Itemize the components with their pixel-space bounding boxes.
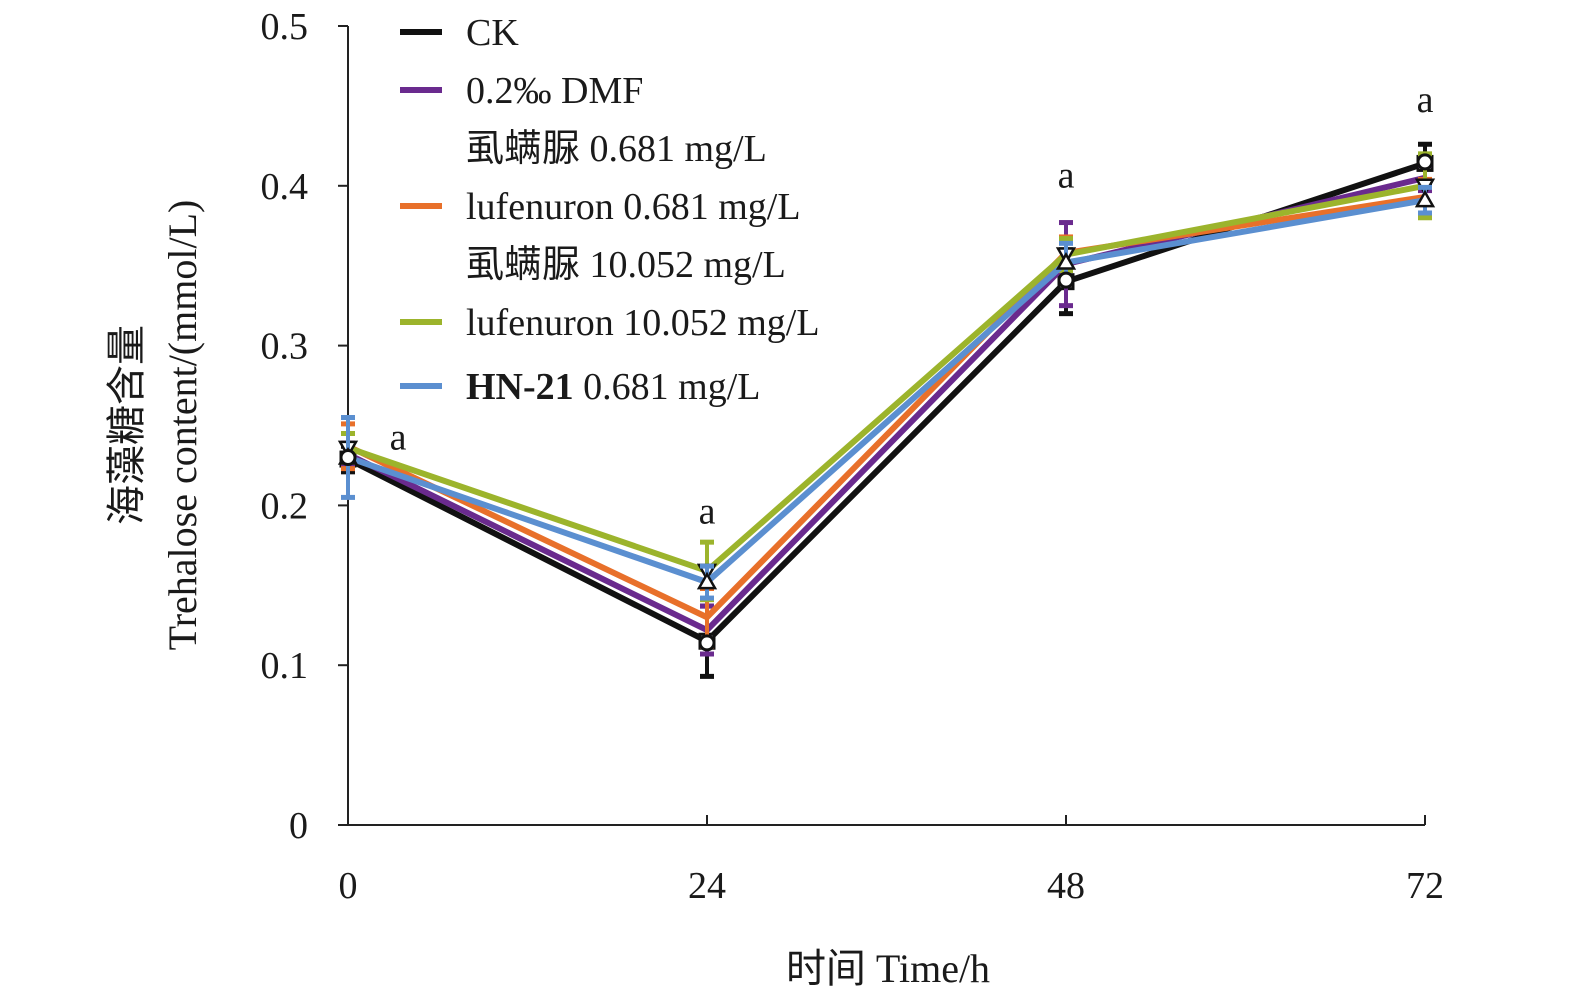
x-tick-label: 72 bbox=[1406, 865, 1444, 907]
y-tick-label: 0 bbox=[289, 805, 308, 847]
significance-label: a bbox=[1417, 79, 1434, 121]
y-axis-title-line2: Trehalose content/(mmol/L) bbox=[160, 200, 205, 651]
data-point bbox=[1059, 273, 1073, 287]
x-axis-title: 时间 Time/h bbox=[786, 946, 990, 991]
data-point bbox=[700, 636, 714, 650]
y-tick-label: 0.3 bbox=[261, 326, 309, 368]
significance-label: a bbox=[699, 490, 716, 532]
x-tick-label: 0 bbox=[339, 865, 358, 907]
legend-label: 虱螨脲 10.052 mg/L bbox=[466, 244, 786, 286]
legend-label: HN-21 0.681 mg/L bbox=[466, 366, 760, 408]
legend: CK 0.2‰ DMF 虱螨脲 0.681 mg/L lufenuron 0.681 … bbox=[400, 12, 820, 408]
y-axis-title-line1: 海藻糖含量 bbox=[104, 325, 149, 525]
legend-label: lufenuron 10.052 mg/L bbox=[466, 302, 820, 344]
x-ticks: 0 24 48 72 bbox=[339, 815, 1445, 907]
y-tick-label: 0.1 bbox=[261, 645, 309, 687]
y-tick-label: 0.5 bbox=[261, 6, 309, 48]
legend-label: 0.2‰ DMF bbox=[466, 70, 643, 112]
y-tick-label: 0.2 bbox=[261, 485, 309, 527]
legend-label: 虱螨脲 0.681 mg/L bbox=[466, 128, 767, 170]
y-ticks: 0 0.1 0.2 0.3 0.4 0.5 bbox=[261, 6, 349, 847]
legend-label: lufenuron 0.681 mg/L bbox=[466, 186, 801, 228]
significance-label: a bbox=[390, 416, 407, 458]
data-point bbox=[1418, 155, 1432, 169]
x-tick-label: 48 bbox=[1047, 865, 1085, 907]
data-point bbox=[341, 450, 355, 464]
legend-label: CK bbox=[466, 12, 519, 54]
significance-label: a bbox=[1058, 155, 1075, 197]
y-tick-label: 0.4 bbox=[261, 166, 309, 208]
trehalose-chart: 0 0.1 0.2 0.3 0.4 0.5 0 24 48 72 a a a a CK 0.2‰ DMF… bbox=[0, 0, 1575, 1002]
x-tick-label: 24 bbox=[688, 865, 726, 907]
